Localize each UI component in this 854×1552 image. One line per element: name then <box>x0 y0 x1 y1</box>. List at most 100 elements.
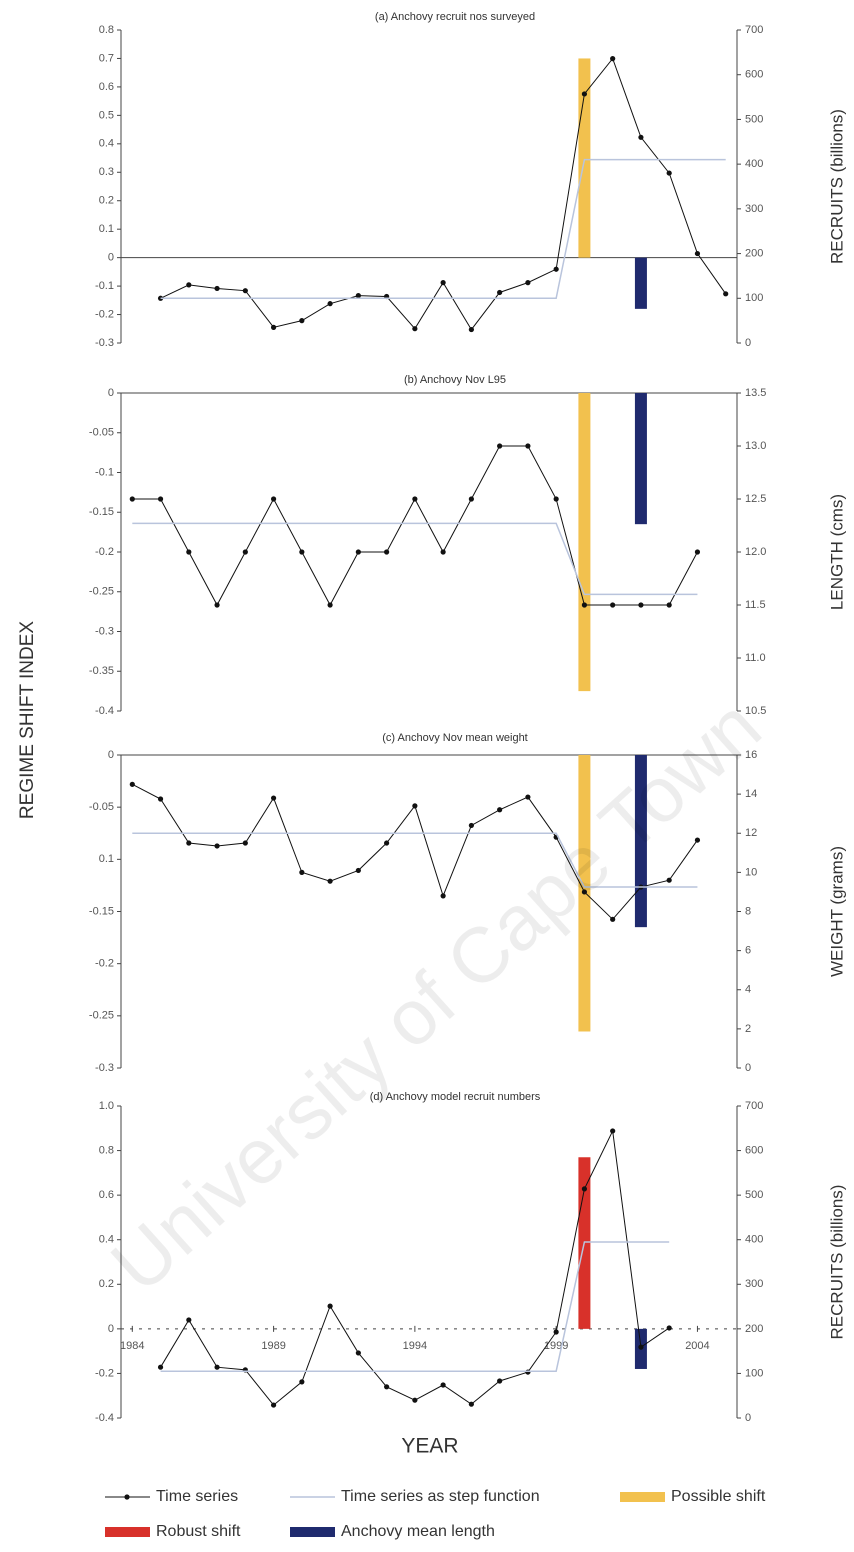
legend-label: Robust shift <box>156 1523 241 1540</box>
y2-axis-label: RECRUITS (billions) <box>827 1185 846 1340</box>
y-tick-label: 0.1 <box>99 223 114 235</box>
legend: Time series Time series as step function P… <box>105 1488 766 1540</box>
y-tick-label: 0.6 <box>99 81 114 93</box>
data-point <box>694 837 701 843</box>
data-point <box>270 795 277 801</box>
y-tick-label: -0.4 <box>95 705 114 717</box>
step-line <box>132 832 698 888</box>
data-point <box>355 1350 361 1356</box>
y-tick-label: -0.05 <box>89 427 114 439</box>
y-tick-label: 0.2 <box>99 1278 114 1290</box>
y-tick-label: -0.25 <box>89 586 114 598</box>
y-tick-label: -0.2 <box>95 1367 114 1379</box>
y-tick-label: 0.3 <box>99 166 114 178</box>
data-point <box>497 1378 503 1384</box>
y-tick-label: 0 <box>108 1323 114 1335</box>
y2-tick-label: 14 <box>745 788 757 800</box>
data-point <box>694 250 701 257</box>
data-point <box>412 496 418 502</box>
data-point <box>412 803 418 809</box>
data-point <box>525 443 531 449</box>
left-axis-label: REGIME SHIFT INDEX <box>17 621 38 819</box>
legend-label: Possible shift <box>671 1488 766 1505</box>
legend-swatch-dot <box>124 1494 130 1500</box>
y-tick-label: 0.2 <box>99 195 114 207</box>
data-point <box>553 266 559 272</box>
data-point <box>299 1379 305 1385</box>
bar <box>634 755 647 928</box>
x-axis-label: YEAR <box>401 1435 458 1458</box>
y2-tick-label: 13.0 <box>745 440 766 452</box>
data-point <box>610 1128 616 1134</box>
y2-tick-label: 300 <box>745 1278 763 1290</box>
data-point <box>581 602 588 608</box>
y2-tick-label: 200 <box>745 247 763 259</box>
data-point <box>497 289 503 296</box>
panel-title: (d) Anchovy model recruit numbers <box>370 1091 541 1103</box>
y-tick-label: 0.5 <box>99 109 114 121</box>
step-line <box>132 522 698 596</box>
y-tick-label: -0.2 <box>95 546 114 558</box>
panel-title: (a) Anchovy recruit nos surveyed <box>375 11 535 23</box>
data-point <box>299 318 305 324</box>
data-point <box>553 496 559 502</box>
panel-title: (c) Anchovy Nov mean weight <box>382 732 528 744</box>
y2-tick-label: 100 <box>745 1367 763 1379</box>
y2-tick-label: 0 <box>745 1412 751 1424</box>
y2-tick-label: 8 <box>745 905 751 917</box>
y-tick-label: 0 <box>108 749 114 761</box>
data-point <box>270 496 277 502</box>
y2-tick-label: 12.0 <box>745 546 766 558</box>
y-tick-label: -0.05 <box>89 801 114 813</box>
legend-label: Time series as step function <box>341 1488 540 1505</box>
data-point <box>242 549 248 555</box>
data-point <box>666 1325 672 1331</box>
legend-swatch <box>620 1492 665 1502</box>
data-point <box>270 1402 277 1408</box>
y-tick-label: -0.3 <box>95 337 114 349</box>
y2-tick-label: 100 <box>745 292 763 304</box>
y-tick-label: -0.35 <box>89 665 114 677</box>
y2-tick-label: 600 <box>745 69 763 81</box>
data-point <box>242 288 248 294</box>
data-point <box>440 549 446 555</box>
data-point <box>384 1384 390 1390</box>
data-point <box>666 602 672 608</box>
y2-tick-label: 13.5 <box>745 387 766 399</box>
data-point <box>299 869 305 875</box>
data-point <box>666 877 672 883</box>
x-tick-label: 1994 <box>403 1340 427 1352</box>
y-tick-label: -0.4 <box>95 1412 114 1424</box>
data-point <box>581 889 588 895</box>
x-tick-label: 2004 <box>685 1340 709 1352</box>
bar <box>634 257 647 309</box>
y2-tick-label: 500 <box>745 1189 763 1201</box>
y-tick-label: 0.7 <box>99 52 114 64</box>
data-point <box>129 781 135 787</box>
x-tick-label: 1984 <box>120 1340 144 1352</box>
x-tick-label: 1989 <box>261 1340 285 1352</box>
data-point <box>525 794 531 800</box>
y-tick-label: 0.8 <box>99 24 114 36</box>
y-tick-label: -0.15 <box>89 506 114 518</box>
data-point <box>468 496 474 502</box>
data-point <box>327 602 333 608</box>
y-tick-label: 0.8 <box>99 1144 114 1156</box>
data-point <box>157 1364 164 1370</box>
y2-axis-label: RECRUITS (billions) <box>827 109 846 264</box>
y2-tick-label: 11.0 <box>745 652 766 664</box>
y-tick-label: -0.3 <box>95 1062 114 1074</box>
data-point <box>157 496 164 502</box>
bar <box>578 58 591 258</box>
data-point <box>468 822 474 829</box>
y-tick-label: 0.4 <box>99 1234 114 1246</box>
data-point <box>468 1401 474 1407</box>
data-point <box>186 1317 192 1323</box>
y-tick-label: 1.0 <box>99 1100 114 1112</box>
legend-label: Time series <box>156 1488 238 1505</box>
data-point <box>129 496 135 502</box>
data-point <box>355 293 361 299</box>
y2-tick-label: 10.5 <box>745 705 766 717</box>
data-point <box>610 56 616 62</box>
y2-axis-label: LENGTH (cms) <box>827 494 846 610</box>
